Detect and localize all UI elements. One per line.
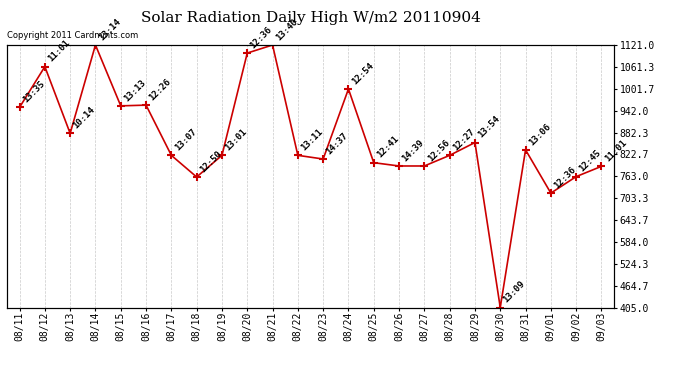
Text: 13:35: 13:35: [21, 79, 46, 105]
Text: 11:01: 11:01: [46, 39, 72, 64]
Text: 12:26: 12:26: [148, 77, 172, 102]
Text: 12:27: 12:27: [451, 127, 476, 153]
Text: 13:09: 13:09: [502, 279, 527, 305]
Text: 11:01: 11:01: [603, 138, 628, 164]
Text: 12:36: 12:36: [552, 165, 578, 190]
Text: 13:01: 13:01: [224, 127, 248, 153]
Text: 14:37: 14:37: [324, 131, 350, 156]
Text: Solar Radiation Daily High W/m2 20110904: Solar Radiation Daily High W/m2 20110904: [141, 11, 480, 25]
Text: 12:54: 12:54: [350, 61, 375, 86]
Text: 10:14: 10:14: [72, 105, 97, 130]
Text: Copyright 2011 Cardmints.com: Copyright 2011 Cardmints.com: [7, 31, 138, 40]
Text: 12:50: 12:50: [198, 149, 224, 174]
Text: 13:13: 13:13: [122, 78, 148, 103]
Text: 13:40: 13:40: [274, 17, 299, 42]
Text: 12:36: 12:36: [248, 25, 274, 50]
Text: 13:07: 13:07: [172, 127, 198, 153]
Text: 12:45: 12:45: [578, 148, 603, 174]
Text: 12:41: 12:41: [375, 135, 400, 160]
Text: 13:06: 13:06: [527, 122, 552, 147]
Text: 12:56: 12:56: [426, 138, 451, 163]
Text: 13:11: 13:11: [299, 127, 324, 153]
Text: 13:14: 13:14: [97, 17, 122, 42]
Text: 13:54: 13:54: [476, 114, 502, 140]
Text: 14:39: 14:39: [400, 138, 426, 163]
